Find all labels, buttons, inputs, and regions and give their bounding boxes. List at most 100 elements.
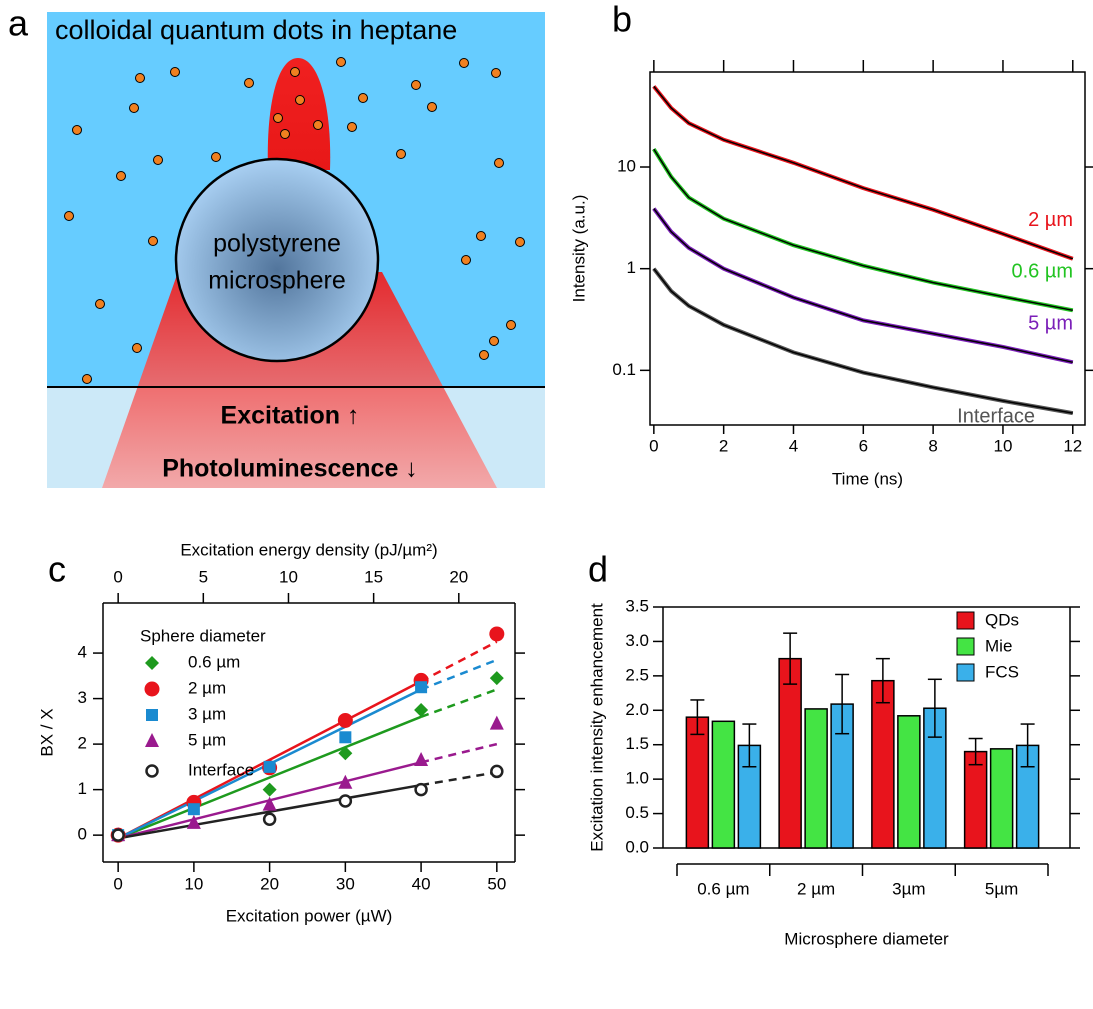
marker: [111, 828, 125, 842]
y-axis-label: Excitation intensity enhancement: [587, 603, 606, 852]
panel-label: a: [8, 3, 29, 44]
x-tick-label: 6: [859, 436, 868, 455]
decay-curve: [652, 148, 1074, 313]
y-tick-label: 0.1: [612, 360, 636, 379]
error-bar: [835, 673, 850, 735]
panel-a: a colloidal quantum dots in heptane poly…: [8, 3, 545, 488]
decay-curve: [652, 207, 1074, 365]
x-tick-label: 2: [719, 436, 728, 455]
legend-label: 3 µm: [188, 704, 226, 723]
error-bar: [742, 723, 757, 768]
marker: [186, 814, 201, 829]
y-tick-label: 0.5: [625, 803, 649, 822]
decay-curve: [652, 267, 1074, 416]
error-bar: [690, 699, 705, 736]
y-axis-label: Intensity (a.u.): [569, 195, 588, 303]
x-tick-label: 30: [336, 874, 355, 893]
y-tick-label: 1.0: [625, 769, 649, 788]
marker: [414, 752, 429, 767]
x-tick-label: 4: [789, 436, 798, 455]
x-tick-label: 8: [928, 436, 937, 455]
marker: [338, 794, 353, 808]
marker: [338, 746, 353, 761]
legend-title: Sphere diameter: [140, 626, 266, 645]
fit-line: [420, 771, 498, 787]
marker: [187, 803, 200, 816]
decay-curve: [652, 85, 1074, 261]
legend-label: Mie: [985, 636, 1012, 655]
y-tick-label: 3.5: [625, 596, 649, 615]
x-tick-label: 10: [184, 874, 203, 893]
series-label: 2 µm: [1028, 209, 1073, 231]
y-tick-label: 1: [627, 258, 636, 277]
series-label: 5 µm: [1028, 313, 1073, 335]
error-bar: [1020, 723, 1035, 768]
marker: [414, 782, 428, 797]
x-axis-label: Microsphere diameter: [784, 929, 949, 948]
x-tick-label: 0: [649, 436, 658, 455]
marker: [262, 782, 277, 797]
legend-marker: [144, 681, 160, 697]
y-tick-label: 0: [78, 825, 87, 844]
x-tick-label: 20: [260, 874, 279, 893]
legend-label: Interface: [188, 760, 254, 779]
y-tick-label: 3: [78, 688, 87, 707]
diagram-title: colloidal quantum dots in heptane: [55, 15, 457, 45]
legend-swatch: [956, 663, 975, 682]
legend-label: 0.6 µm: [188, 652, 240, 671]
bar: [778, 657, 802, 849]
legend-swatch: [956, 637, 975, 656]
plot-frame: [649, 71, 1086, 426]
legend-marker: [145, 764, 159, 778]
panel-label: c: [48, 549, 66, 590]
fit-line: [117, 783, 422, 840]
legend-marker: [145, 656, 159, 670]
bar: [711, 720, 736, 849]
legend-label: FCS: [985, 662, 1019, 681]
x-tick-label: 40: [412, 874, 431, 893]
x2-axis-label: Excitation energy density (pJ/µm²): [180, 540, 437, 559]
legend-label: 5 µm: [188, 730, 226, 749]
x2-tick-label: 10: [279, 567, 298, 586]
x-tick-label: 0.6 µm: [697, 879, 749, 898]
x-tick-label: 3µm: [892, 879, 925, 898]
y-tick-label: 1: [78, 779, 87, 798]
y-tick-label: 2: [78, 734, 87, 753]
series-label: Interface: [957, 405, 1035, 427]
marker: [489, 626, 505, 642]
fit-line: [117, 715, 422, 840]
error-bar: [783, 632, 798, 685]
legend-marker: [145, 733, 159, 747]
legend-marker: [146, 709, 158, 721]
marker: [415, 681, 428, 694]
bar: [685, 716, 710, 849]
x-tick-label: 10: [993, 436, 1012, 455]
x-tick-label: 0: [113, 874, 122, 893]
fit-curve: [653, 148, 1073, 312]
panel-label: b: [612, 0, 632, 40]
bar: [804, 708, 828, 849]
x-axis-label: Time (ns): [832, 469, 903, 488]
marker: [337, 712, 353, 728]
y-tick-label: 2.5: [625, 665, 649, 684]
quantum-dots: [64, 57, 525, 384]
x2-tick-label: 15: [364, 567, 383, 586]
marker: [262, 812, 277, 826]
series-label: 0.6 µm: [1011, 261, 1073, 283]
microsphere: [174, 157, 380, 363]
bar: [963, 750, 988, 849]
emission-plume: [267, 58, 331, 170]
x-axis-label: Excitation power (µW): [226, 906, 393, 925]
marker: [489, 671, 504, 686]
fit-line: [420, 658, 498, 691]
fit-curve: [653, 268, 1073, 414]
y-axis-label: BX / X: [37, 708, 56, 756]
y-tick-label: 2.0: [625, 700, 649, 719]
marker: [263, 760, 276, 773]
panel-label: d: [588, 549, 608, 590]
y-tick-label: 0.0: [625, 837, 649, 856]
x-tick-label: 12: [1063, 436, 1082, 455]
excitation-label: Excitation ↑: [221, 402, 360, 430]
legend-swatch: [956, 611, 975, 630]
